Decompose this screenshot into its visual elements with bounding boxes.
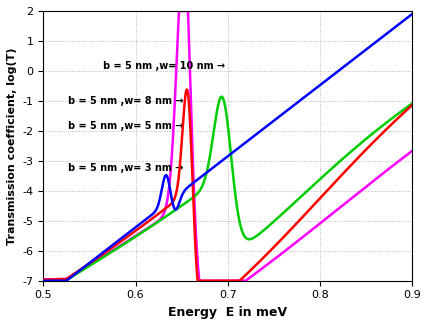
- Text: b = 5 nm ,w= 8 nm →: b = 5 nm ,w= 8 nm →: [68, 96, 184, 106]
- Text: b = 5 nm ,w= 10 nm →: b = 5 nm ,w= 10 nm →: [103, 61, 226, 71]
- Text: b = 5 nm ,w= 3 nm →: b = 5 nm ,w= 3 nm →: [68, 163, 184, 173]
- Y-axis label: Transmission coefficient, log(T): Transmission coefficient, log(T): [7, 47, 17, 244]
- X-axis label: Energy  E in meV: Energy E in meV: [168, 306, 287, 319]
- Text: b = 5 nm ,w= 5 nm →: b = 5 nm ,w= 5 nm →: [68, 121, 184, 131]
